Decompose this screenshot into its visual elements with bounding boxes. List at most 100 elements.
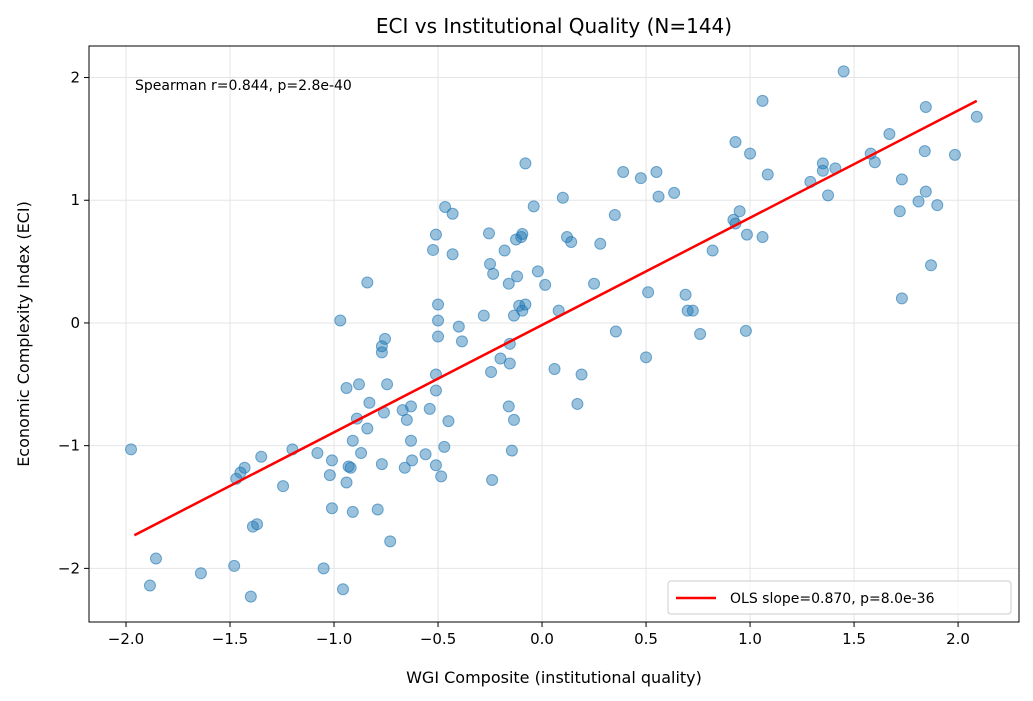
data-point	[363, 396, 376, 409]
data-point	[435, 470, 448, 483]
data-point	[486, 474, 499, 487]
x-tick-label: 2.0	[946, 630, 970, 648]
data-point	[919, 100, 932, 113]
data-point	[334, 314, 347, 327]
y-tick-label: 1	[70, 191, 80, 209]
data-point	[477, 309, 490, 322]
data-point	[548, 362, 561, 375]
axis-ticks: −2.0 −1.5 −1.0 −0.5 0.0 0.5 1.0 1.5 2.0 −2 −1 0 1 2	[58, 69, 970, 648]
data-point	[502, 277, 515, 290]
x-tick-label: 1.5	[842, 630, 866, 648]
data-point	[516, 304, 529, 317]
data-point	[432, 298, 445, 311]
data-point	[531, 265, 544, 278]
legend-entry-ols: OLS slope=0.870, p=8.0e-36	[730, 591, 935, 607]
data-point	[446, 207, 459, 220]
data-point	[816, 164, 829, 177]
data-point	[895, 292, 908, 305]
data-point	[733, 205, 746, 218]
data-point	[452, 320, 465, 333]
data-point	[446, 248, 459, 261]
data-point	[519, 298, 532, 311]
data-point	[455, 335, 468, 348]
data-point	[484, 258, 497, 271]
x-tick-label: 0.5	[634, 630, 658, 648]
data-point	[642, 286, 655, 299]
data-point	[325, 454, 338, 467]
data-point	[429, 228, 442, 241]
data-point	[686, 304, 699, 317]
data-point	[323, 469, 336, 482]
data-point	[502, 400, 515, 413]
data-point	[336, 583, 349, 596]
data-point	[375, 458, 388, 471]
data-point	[739, 324, 752, 337]
data-point	[511, 270, 524, 283]
legend: OLS slope=0.870, p=8.0e-36	[667, 580, 1012, 615]
data-point	[344, 461, 357, 474]
data-point	[498, 244, 511, 257]
grid	[89, 46, 1019, 622]
data-point	[918, 145, 931, 158]
data-point	[617, 166, 630, 179]
data-point	[423, 402, 436, 415]
data-point	[756, 231, 769, 244]
data-point	[868, 156, 881, 169]
data-point	[652, 190, 665, 203]
data-point	[588, 277, 601, 290]
data-point	[317, 562, 330, 575]
data-point	[255, 450, 268, 463]
data-point	[277, 480, 290, 493]
data-point	[378, 332, 391, 345]
data-point	[442, 415, 455, 428]
data-point	[822, 189, 835, 202]
data-point	[494, 352, 507, 365]
data-point	[244, 590, 257, 603]
data-point	[375, 340, 388, 353]
data-point	[404, 400, 417, 413]
data-point	[609, 325, 622, 338]
data-point	[346, 505, 359, 518]
data-point	[125, 443, 138, 456]
x-tick-label: −1.0	[316, 630, 352, 648]
data-point	[571, 397, 584, 410]
data-point	[384, 535, 397, 548]
data-point	[756, 94, 769, 107]
y-tick-label: 0	[70, 314, 80, 332]
data-point	[238, 461, 251, 474]
data-point	[556, 191, 569, 204]
data-points	[125, 65, 983, 603]
data-point	[694, 328, 707, 340]
y-axis-label: Economic Complexity Index (ECI)	[14, 201, 33, 467]
data-point	[438, 440, 451, 453]
data-point	[429, 384, 442, 397]
data-point	[925, 259, 938, 272]
data-point	[487, 267, 500, 280]
data-point	[143, 579, 156, 592]
chart-title: ECI vs Institutional Quality (N=144)	[376, 14, 732, 38]
data-point	[194, 567, 207, 580]
data-point	[729, 135, 742, 148]
data-point	[311, 447, 324, 460]
data-point	[371, 503, 384, 516]
data-point	[340, 476, 353, 489]
data-point	[516, 227, 529, 240]
data-point	[883, 127, 896, 140]
data-point	[400, 413, 413, 426]
data-point	[505, 444, 518, 457]
data-point	[539, 278, 552, 291]
data-point	[608, 208, 621, 221]
data-point	[432, 314, 445, 327]
x-tick-label: −1.5	[212, 630, 248, 648]
data-point	[744, 147, 757, 160]
data-point	[912, 195, 925, 208]
x-tick-label: −2.0	[108, 630, 144, 648]
data-point	[565, 235, 578, 248]
data-point	[398, 461, 411, 474]
x-tick-label: 0.0	[530, 630, 554, 648]
data-point	[919, 185, 932, 198]
data-point	[740, 228, 753, 241]
data-point	[325, 502, 338, 515]
data-point	[149, 552, 162, 565]
y-tick-label: −2	[58, 559, 80, 577]
